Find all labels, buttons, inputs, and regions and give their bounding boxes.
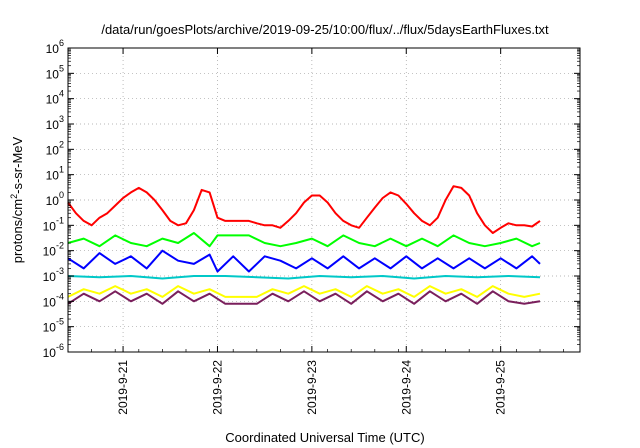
y-tick-label: 106: [46, 38, 64, 56]
series-line-4: [67, 275, 541, 280]
series-line-6: [67, 290, 541, 305]
series-line-5: [67, 285, 541, 298]
y-axis-label-sup: 2: [9, 194, 19, 199]
y-tick-label: 10-1: [43, 215, 64, 233]
y-tick-label: 10-2: [43, 241, 64, 259]
x-tick-label: 2019-9-22: [210, 360, 224, 415]
x-axis-ticks: 2019-9-21 2019-9-22 2019-9-23 2019-9-24 2019…: [67, 48, 564, 415]
y-tick-label: 102: [46, 139, 64, 157]
x-tick-label: 2019-9-25: [494, 360, 508, 415]
series-layer: [67, 185, 541, 305]
y-tick-label: 105: [46, 63, 64, 81]
chart-title: /data/run/goesPlots/archive/2019-09-25/1…: [101, 22, 549, 37]
y-tick-label: 10-5: [43, 317, 64, 335]
series-line-1: [67, 185, 541, 234]
y-axis-ticks: 10-6 10-5 10-4 10-3 10-2 10-1 100 101 102 103 104 1…: [43, 38, 580, 360]
y-tick-label: 101: [46, 165, 64, 183]
x-tick-label: 2019-9-24: [399, 360, 413, 415]
y-tick-label: 10-6: [43, 342, 64, 360]
y-tick-label: 100: [46, 190, 64, 208]
x-axis-label: Coordinated Universal Time (UTC): [225, 430, 424, 445]
y-axis-label: protons/cm2-s-sr-MeV: [9, 136, 25, 263]
series-line-2: [67, 232, 541, 248]
x-tick-label: 2019-9-23: [305, 360, 319, 415]
y-axis-label-main: protons/cm: [10, 199, 25, 263]
series-line-3: [67, 249, 541, 273]
y-tick-label: 10-4: [43, 291, 64, 309]
x-tick-label: 2019-9-21: [116, 360, 130, 415]
y-axis-label-rest: -s-sr-MeV: [10, 136, 25, 193]
y-tick-label: 10-3: [43, 266, 64, 284]
y-tick-label: 103: [46, 114, 64, 132]
y-tick-label: 104: [46, 89, 64, 107]
